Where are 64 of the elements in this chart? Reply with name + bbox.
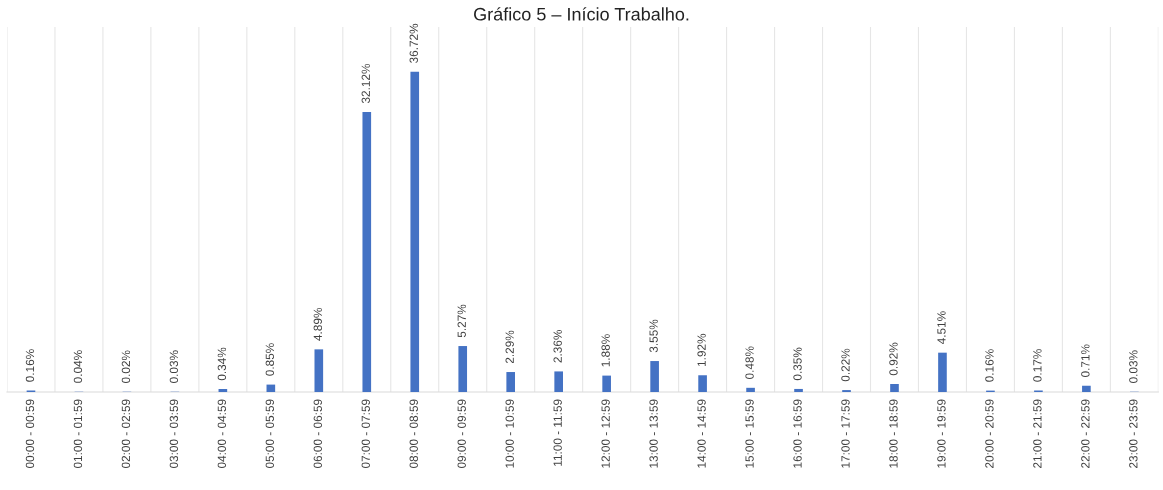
bar xyxy=(1082,385,1091,392)
bar xyxy=(506,372,516,392)
x-tick-label: 21:00 - 21:59 xyxy=(1033,399,1042,468)
x-tick-label: 01:00 - 01:59 xyxy=(73,399,83,469)
bar xyxy=(554,371,563,392)
x-tick-label: 06:00 - 06:59 xyxy=(313,399,322,469)
data-label: 0.85% xyxy=(265,343,274,376)
x-tick-label: 13:00 - 13:59 xyxy=(649,399,658,468)
bar xyxy=(938,352,947,392)
data-label: 2.36% xyxy=(553,330,562,363)
data-label: 0.35% xyxy=(793,347,802,381)
data-label: 0.16% xyxy=(985,349,994,382)
x-tick-label: 11:00 - 11:59 xyxy=(553,399,562,466)
x-tick-label: 02:00 - 02:59 xyxy=(121,399,131,469)
x-tick-label: 19:00 - 19:59 xyxy=(937,399,946,468)
data-label: 0.04% xyxy=(73,350,83,383)
x-tick-label: 12:00 - 12:59 xyxy=(601,399,610,468)
x-tick-label: 16:00 - 16:59 xyxy=(793,399,802,468)
bar xyxy=(650,361,659,392)
data-label: 0.02% xyxy=(121,350,131,384)
data-label: 3.55% xyxy=(649,319,658,353)
x-tick-label: 03:00 - 03:59 xyxy=(169,399,179,469)
x-tick-label: 04:00 - 04:59 xyxy=(217,399,227,469)
chart-title: Gráfico 5 – Início Trabalho. xyxy=(474,7,689,21)
data-label: 0.03% xyxy=(1129,350,1138,383)
bar xyxy=(794,388,803,392)
data-label: 4.51% xyxy=(937,311,946,345)
bar xyxy=(746,387,755,392)
x-tick-label: 17:00 - 17:59 xyxy=(841,399,850,468)
data-label: 0.03% xyxy=(169,350,179,383)
data-label: 36.72% xyxy=(409,23,418,63)
data-label: 0.16% xyxy=(25,349,35,382)
x-tick-label: 07:00 - 07:59 xyxy=(361,399,370,469)
data-label: 0.22% xyxy=(841,348,850,382)
data-label: 2.29% xyxy=(505,330,514,364)
bar xyxy=(362,111,372,392)
data-label: 0.48% xyxy=(745,346,754,380)
x-tick-label: 18:00 - 18:59 xyxy=(889,399,898,468)
data-label: 0.17% xyxy=(1033,349,1042,382)
data-label: 4.89% xyxy=(313,307,322,341)
bar xyxy=(458,346,468,392)
x-tick-label: 23:00 - 23:59 xyxy=(1129,399,1138,468)
x-tick-label: 08:00 - 08:59 xyxy=(409,399,418,469)
bar xyxy=(314,349,324,392)
x-tick-label: 00:00 - 00:59 xyxy=(25,399,35,469)
data-label: 32.12% xyxy=(361,63,370,104)
x-tick-label: 05:00 - 05:59 xyxy=(265,399,274,469)
x-tick-label: 09:00 - 09:59 xyxy=(457,399,466,469)
x-tick-label: 14:00 - 14:59 xyxy=(697,399,706,468)
data-label: 0.92% xyxy=(889,342,898,376)
data-label: 1.88% xyxy=(601,334,610,367)
x-tick-label: 10:00 - 10:59 xyxy=(505,399,514,468)
bar xyxy=(218,389,228,392)
x-tick-label: 15:00 - 15:59 xyxy=(745,399,754,468)
x-tick-label: 22:00 - 22:59 xyxy=(1081,399,1090,468)
x-tick-label: 20:00 - 20:59 xyxy=(985,399,994,468)
data-label: 0.71% xyxy=(1081,344,1090,378)
bar xyxy=(410,71,420,392)
data-label: 5.27% xyxy=(457,304,466,338)
bar xyxy=(698,375,707,392)
data-label: 1.92% xyxy=(697,333,706,367)
data-label: 0.34% xyxy=(217,347,227,381)
bar xyxy=(602,375,611,392)
bar xyxy=(890,383,899,392)
